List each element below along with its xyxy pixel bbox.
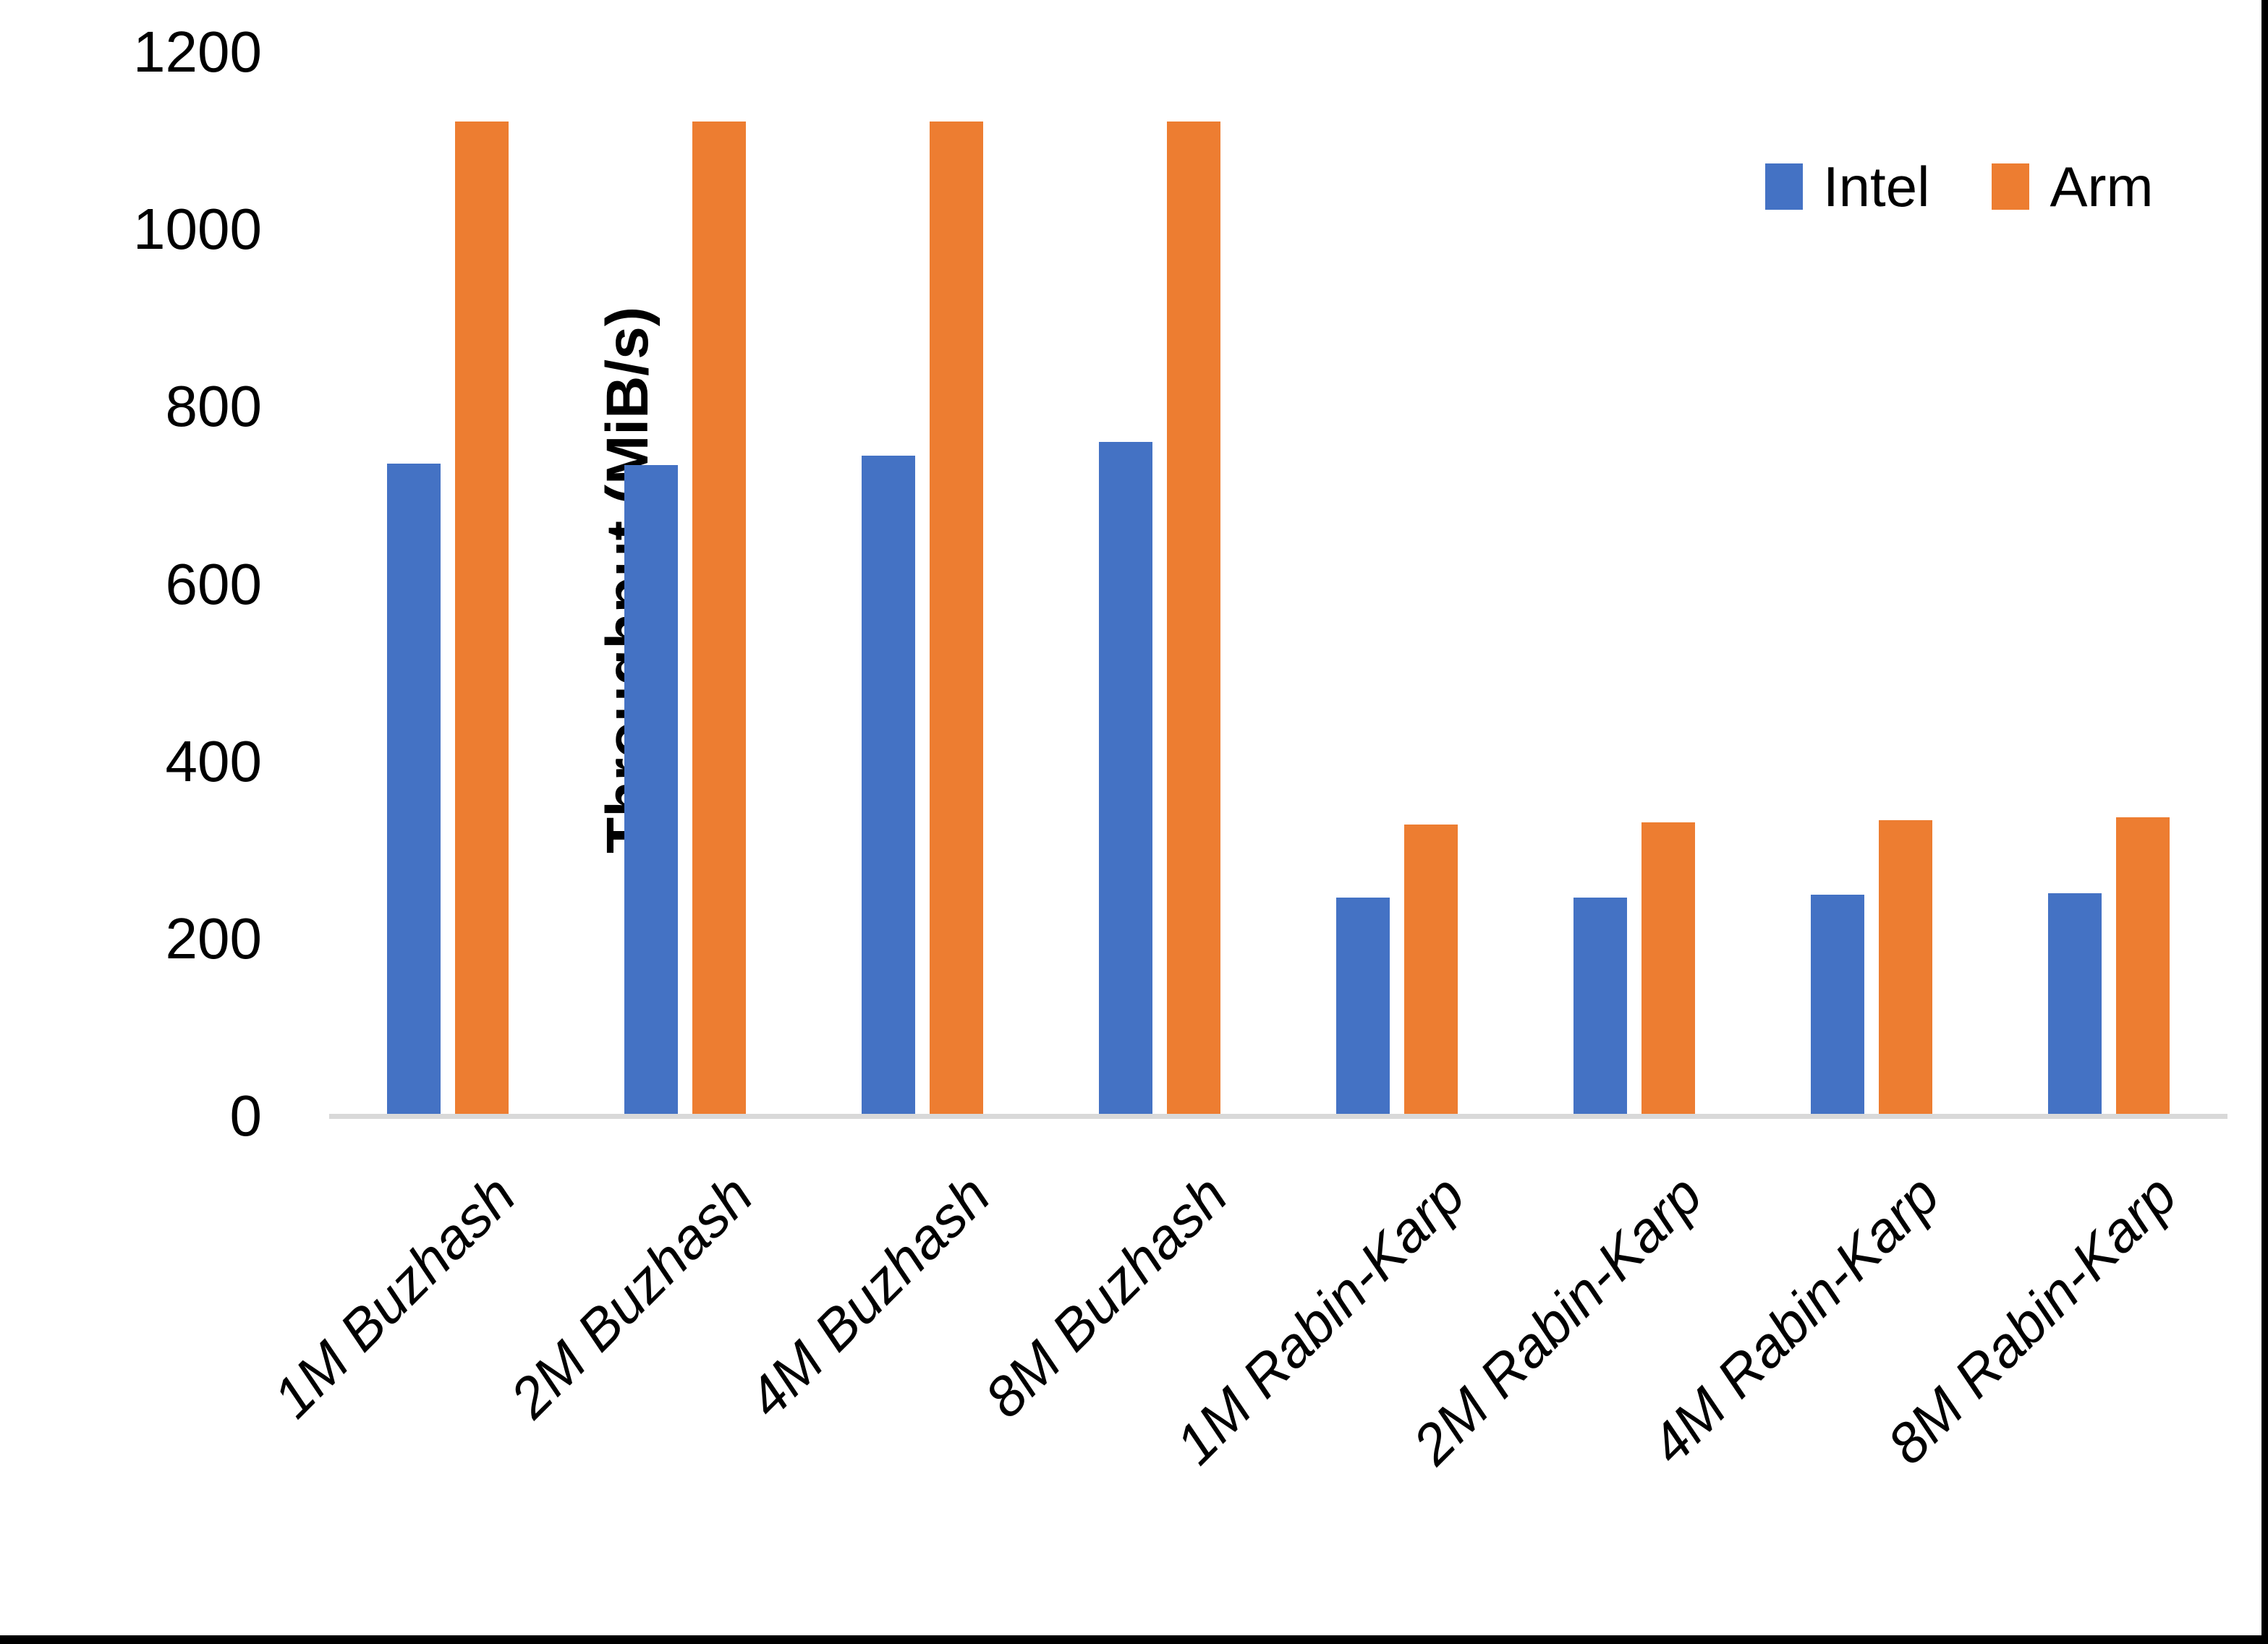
bar-arm-8m-buzhash xyxy=(1167,122,1220,1116)
y-tick-label-200: 200 xyxy=(165,906,262,971)
x-category-label-4m-buzhash: 4M Buzhash xyxy=(735,1162,1003,1430)
screen-edge-right xyxy=(2261,0,2268,1644)
bar-arm-1m-buzhash xyxy=(455,122,509,1116)
y-tick-label-800: 800 xyxy=(165,374,262,439)
x-category-label-8m-rabin-karp: 8M Rabin-Karp xyxy=(1874,1162,2189,1476)
screen-edge-bottom xyxy=(0,1635,2268,1644)
legend-label-arm: Arm xyxy=(2050,155,2154,218)
y-tick-label-1000: 1000 xyxy=(133,197,262,262)
bar-arm-4m-rabin-karp xyxy=(1879,820,1932,1116)
y-tick-label-600: 600 xyxy=(165,551,262,616)
x-axis-line xyxy=(329,1114,2227,1119)
bar-arm-2m-rabin-karp xyxy=(1641,822,1695,1116)
x-category-label-1m-rabin-karp: 1M Rabin-Karp xyxy=(1163,1162,1477,1476)
x-category-label-4m-rabin-karp: 4M Rabin-Karp xyxy=(1637,1162,1952,1476)
intel-series-swatch-icon xyxy=(1765,163,1803,210)
bar-intel-8m-buzhash xyxy=(1099,442,1152,1116)
legend: Intel Arm xyxy=(1765,153,2153,220)
bar-intel-1m-rabin-karp xyxy=(1336,898,1390,1116)
x-category-label-8m-buzhash: 8M Buzhash xyxy=(972,1162,1240,1430)
legend-label-intel: Intel xyxy=(1823,155,1930,218)
bar-intel-2m-rabin-karp xyxy=(1573,898,1627,1116)
arm-series-swatch-icon xyxy=(1992,163,2030,210)
legend-item-intel: Intel xyxy=(1765,153,1929,220)
bar-arm-4m-buzhash xyxy=(930,122,983,1116)
x-category-label-2m-rabin-karp: 2M Rabin-Karp xyxy=(1400,1162,1715,1476)
bar-intel-8m-rabin-karp xyxy=(2048,893,2102,1116)
y-tick-label-400: 400 xyxy=(165,728,262,793)
bar-arm-8m-rabin-karp xyxy=(2116,817,2170,1116)
bar-arm-2m-buzhash xyxy=(692,122,746,1116)
bar-arm-1m-rabin-karp xyxy=(1404,825,1458,1116)
bar-intel-1m-buzhash xyxy=(387,464,441,1116)
x-category-label-2m-buzhash: 2M Buzhash xyxy=(498,1162,765,1430)
bar-intel-4m-buzhash xyxy=(862,456,915,1116)
y-tick-label-0: 0 xyxy=(229,1083,263,1148)
bar-intel-2m-buzhash xyxy=(624,465,678,1116)
legend-item-arm: Arm xyxy=(1992,153,2153,220)
y-tick-label-1200: 1200 xyxy=(133,20,262,84)
bar-intel-4m-rabin-karp xyxy=(1811,895,1864,1116)
x-category-label-1m-buzhash: 1M Buzhash xyxy=(260,1162,528,1430)
